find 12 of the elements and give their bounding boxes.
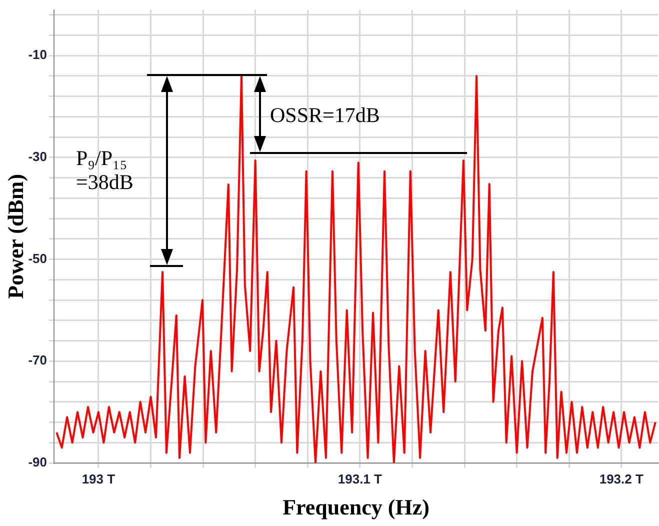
x-tick-label: 193.1 T (338, 471, 382, 486)
y-tick-label: -50 (28, 250, 47, 266)
x-axis-title: Frequency (Hz) (282, 494, 430, 520)
y-tick-label: -70 (28, 352, 47, 368)
annotation: P₉/P₁₅ =38dB (76, 146, 134, 194)
y-tick-label: -30 (28, 149, 47, 164)
x-tick-label: 193.2 T (599, 471, 644, 486)
y-tick-label: -90 (28, 454, 47, 470)
y-tick-label: -10 (28, 47, 47, 62)
y-axis-title: Power (dBm) (2, 174, 28, 299)
annotation: OSSR=17dB (270, 103, 380, 127)
x-tick-label: 193 T (82, 471, 116, 486)
